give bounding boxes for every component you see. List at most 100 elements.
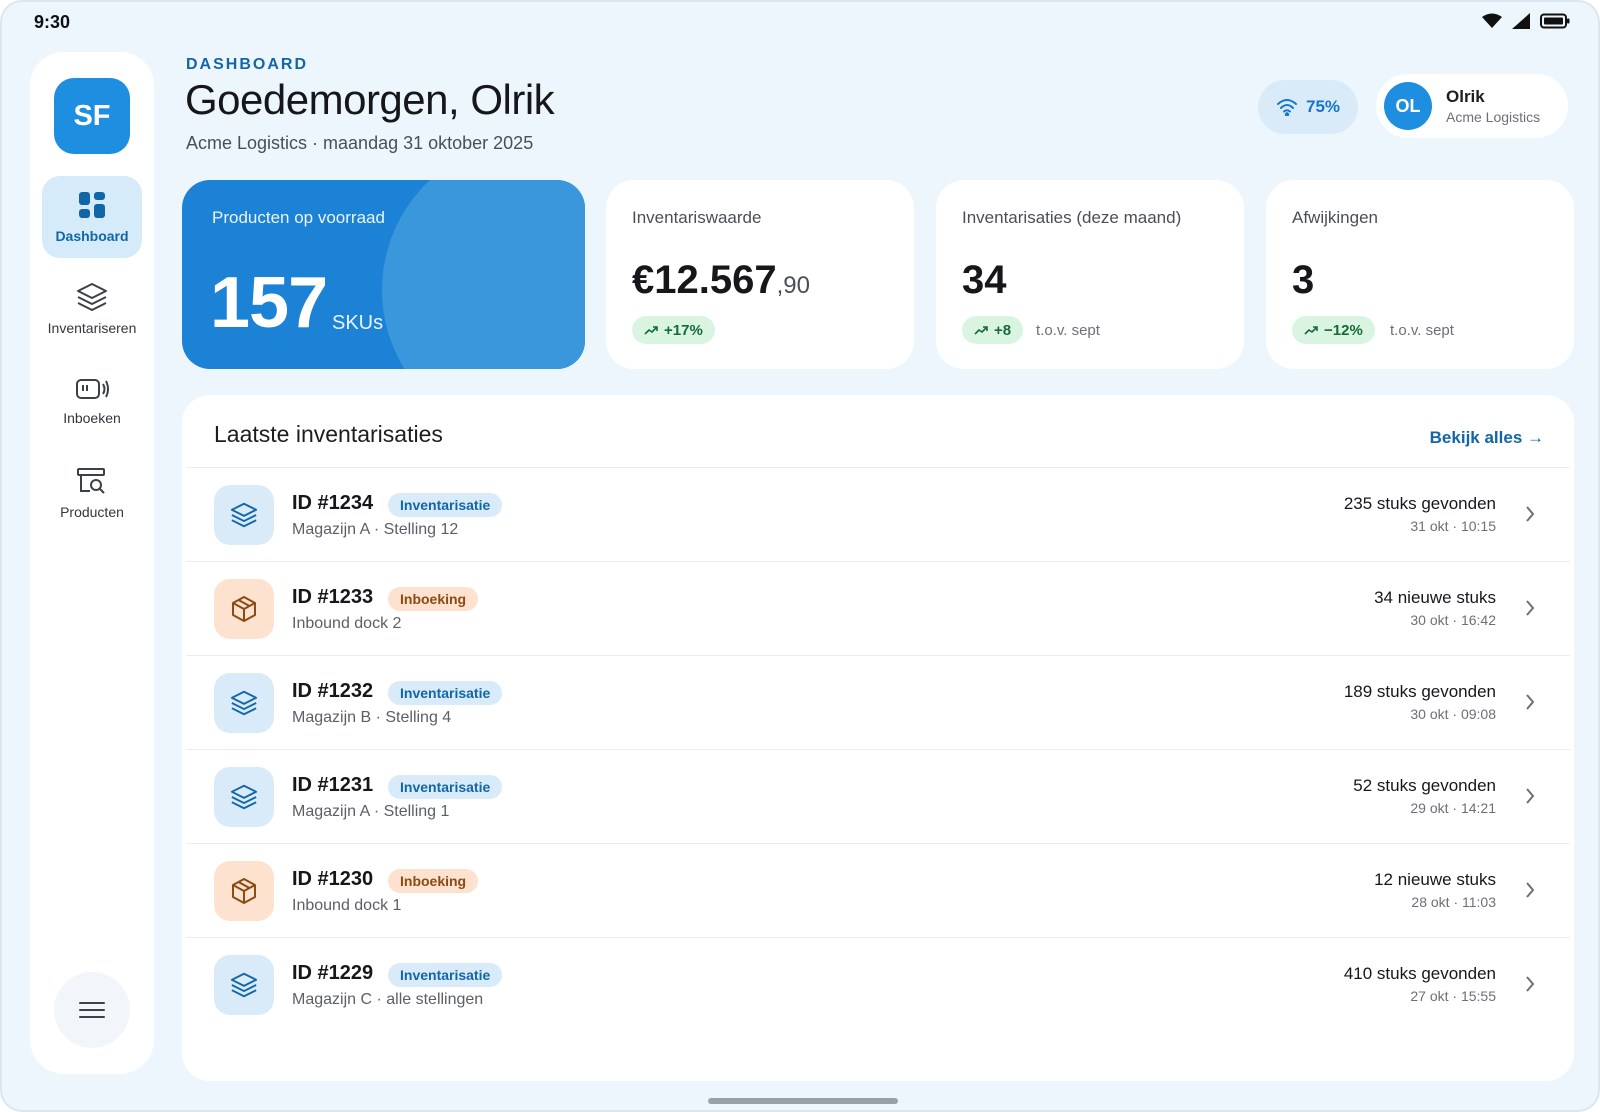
trend-note: t.o.v. sept (1390, 322, 1454, 339)
avatar: OL (1384, 82, 1432, 130)
row-id: ID #1233 (292, 586, 374, 608)
row-timestamp: 31 okt · 10:15 (1410, 518, 1496, 534)
status-icons (1482, 13, 1570, 29)
card-decoration (382, 180, 585, 369)
row-location: Magazijn C · alle stellingen (292, 991, 484, 1008)
trend-note: t.o.v. sept (1036, 322, 1100, 339)
connection-status[interactable]: 75% (1258, 80, 1358, 134)
trend-badge: +8 (962, 316, 1024, 344)
list-item[interactable]: ID #1230 Inboeking Inbound dock 1 12 nie… (186, 843, 1570, 937)
sidebar-item-label: Inboeken (63, 410, 121, 426)
kpi-value: 34 (962, 258, 1007, 302)
chevron-right-icon (1526, 600, 1535, 616)
kpi-stock-card[interactable]: Producten op voorraad 157 SKUs (182, 180, 585, 369)
kpi-label: Inventarisaties (deze maand) (962, 208, 1182, 227)
row-count: 52 stuks gevonden (1353, 776, 1496, 795)
row-count: 189 stuks gevonden (1343, 682, 1496, 701)
home-indicator[interactable] (708, 1098, 898, 1104)
page-subtitle: Acme Logistics · maandag 31 oktober 2025 (186, 133, 534, 153)
row-location: Magazijn A · Stelling 12 (292, 521, 459, 538)
kpi-cents: ,90 (776, 272, 810, 299)
list-item[interactable]: ID #1233 Inboeking Inbound dock 2 34 nie… (186, 561, 1570, 655)
sidebar-item-label: Producten (60, 504, 124, 520)
row-id: ID #1230 (292, 868, 374, 890)
sidebar-item-label: Inventariseren (47, 320, 137, 336)
trend-up-icon (1304, 326, 1318, 335)
layers-icon (230, 502, 258, 528)
row-icon (214, 767, 274, 827)
row-icon (214, 955, 274, 1015)
scanner-icon (76, 379, 109, 399)
row-location: Magazijn B · Stelling 4 (292, 709, 452, 726)
hamburger-icon (79, 1002, 105, 1018)
app-logo: SF (54, 78, 130, 154)
kpi-value-card[interactable]: Inventariswaarde €12.567,90 +17% (606, 180, 914, 369)
sidebar-item-label: Dashboard (55, 228, 129, 244)
sidebar-item-inboeken[interactable]: Inboeken (42, 360, 142, 442)
grid-icon (79, 192, 105, 218)
list-item[interactable]: ID #1232 Inventarisatie Magazijn B · Ste… (186, 655, 1570, 749)
cellular-icon (1512, 13, 1530, 29)
row-location: Inbound dock 2 (292, 615, 402, 632)
kpi-value: €12.567,90 (632, 258, 810, 302)
sidebar: SF Dashboard Inventariseren (30, 52, 154, 1074)
status-time: 9:30 (34, 12, 71, 32)
row-count: 235 stuks gevonden (1343, 494, 1496, 513)
row-icon (214, 579, 274, 639)
trend-badge: −12% (1292, 316, 1375, 344)
kpi-deviations-card[interactable]: Afwijkingen 3 −12% t.o.v. sept (1266, 180, 1574, 369)
sidebar-item-dashboard[interactable]: Dashboard (42, 176, 142, 258)
product-search-icon (77, 468, 105, 494)
kpi-unit: SKUs (332, 312, 384, 334)
sidebar-item-inventariseren[interactable]: Inventariseren (42, 268, 142, 350)
row-id: ID #1229 (292, 962, 374, 984)
row-count: 34 nieuwe stuks (1374, 588, 1496, 607)
kpi-counts-card[interactable]: Inventarisaties (deze maand) 34 +8 t.o.v… (936, 180, 1244, 369)
chevron-right-icon (1526, 694, 1535, 710)
layers-icon (230, 784, 258, 810)
row-count: 12 nieuwe stuks (1374, 870, 1496, 889)
sidebar-item-producten[interactable]: Producten (42, 452, 142, 534)
row-icon (214, 673, 274, 733)
signal-strength: 75% (1305, 97, 1341, 116)
row-id: ID #1231 (292, 774, 374, 796)
user-profile[interactable]: OL Olrik Acme Logistics (1376, 74, 1568, 138)
type-badge: Inventarisatie (388, 775, 503, 799)
type-badge: Inboeking (388, 587, 479, 611)
row-location: Magazijn A · Stelling 1 (292, 803, 450, 820)
layers-icon (230, 972, 258, 998)
box-icon (232, 878, 256, 904)
row-timestamp: 30 okt · 16:42 (1410, 612, 1496, 628)
battery-icon (1540, 13, 1570, 29)
menu-button[interactable] (54, 972, 130, 1048)
list-item[interactable]: ID #1231 Inventarisatie Magazijn A · Ste… (186, 749, 1570, 843)
list-item[interactable]: ID #1229 Inventarisatie Magazijn C · all… (186, 937, 1570, 1031)
type-badge: Inventarisatie (388, 963, 503, 987)
trend-up-icon (974, 326, 988, 335)
wifi-status-icon (1482, 13, 1502, 28)
row-icon (214, 485, 274, 545)
row-timestamp: 30 okt · 09:08 (1410, 706, 1496, 722)
layers-icon (230, 690, 258, 716)
recent-list: ID #1234 Inventarisatie Magazijn A · Ste… (186, 467, 1570, 1031)
page-eyebrow: DASHBOARD (186, 56, 308, 73)
trend-up-icon (644, 326, 658, 335)
kpi-value: 157 (210, 263, 328, 343)
row-timestamp: 28 okt · 11:03 (1411, 894, 1496, 910)
user-company: Acme Logistics (1446, 109, 1541, 125)
chevron-right-icon (1526, 506, 1535, 522)
type-badge: Inventarisatie (388, 681, 503, 705)
row-count: 410 stuks gevonden (1343, 964, 1496, 983)
list-item[interactable]: ID #1234 Inventarisatie Magazijn A · Ste… (186, 467, 1570, 561)
recent-counts-card: Laatste inventarisaties Bekijk alles → I… (182, 395, 1574, 1081)
kpi-value: 3 (1292, 258, 1315, 302)
row-icon (214, 861, 274, 921)
kpi-label: Afwijkingen (1292, 208, 1378, 227)
wifi-icon (1276, 99, 1297, 116)
page-title: Goedemorgen, Olrik (185, 76, 555, 123)
chevron-right-icon (1526, 976, 1535, 992)
status-bar: 9:30 (2, 2, 1598, 42)
chevron-right-icon (1526, 882, 1535, 898)
view-all-link[interactable]: Bekijk alles → (1429, 428, 1544, 447)
